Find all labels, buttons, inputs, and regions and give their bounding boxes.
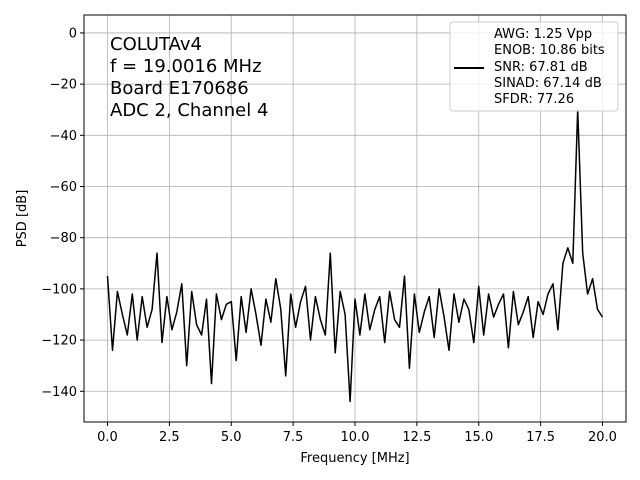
y-tick-label: −60 bbox=[50, 180, 77, 195]
legend-box bbox=[449, 21, 619, 112]
x-tick-label: 20.0 bbox=[588, 430, 617, 445]
psd-series-line bbox=[106, 108, 604, 403]
x-tick-label: 7.5 bbox=[283, 430, 304, 445]
x-ticks: 0.0 2.5 5.0 7.5 10.0 12.5 15.0 17.5 20.0 bbox=[97, 422, 617, 445]
y-axis-label: PSD [dB] bbox=[15, 190, 30, 248]
x-tick-label: 10.0 bbox=[341, 430, 370, 445]
x-tick-label: 15.0 bbox=[464, 430, 493, 445]
x-tick-label: 5.0 bbox=[221, 430, 242, 445]
y-tick-label: −80 bbox=[50, 231, 77, 246]
y-ticks: 0 −20 −40 −60 −80 −100 −120 −140 bbox=[41, 26, 84, 400]
annotation-line-4: ADC 2, Channel 4 bbox=[110, 100, 268, 121]
y-tick-label: −40 bbox=[50, 129, 77, 144]
data-layer bbox=[106, 108, 604, 403]
y-tick-label: −140 bbox=[41, 385, 77, 400]
x-axis-label: Frequency [MHz] bbox=[300, 451, 409, 466]
legend-line-1: AWG: 1.25 Vpp bbox=[494, 27, 592, 42]
legend-line-5: SFDR: 77.26 bbox=[494, 92, 574, 107]
annotation-line-2: f = 19.0016 MHz bbox=[110, 56, 262, 77]
legend-line-3: SNR: 67.81 dB bbox=[494, 60, 588, 75]
legend-line-4: SINAD: 67.14 dB bbox=[494, 76, 602, 91]
x-tick-label: 0.0 bbox=[97, 430, 118, 445]
info-annotation: COLUTAv4 f = 19.0016 MHz Board E170686 A… bbox=[110, 34, 268, 121]
annotation-line-3: Board E170686 bbox=[110, 78, 249, 99]
y-tick-label: −120 bbox=[41, 334, 77, 349]
x-tick-label: 12.5 bbox=[402, 430, 431, 445]
annotation-line-1: COLUTAv4 bbox=[110, 34, 202, 55]
y-tick-label: −20 bbox=[50, 78, 77, 93]
x-tick-label: 2.5 bbox=[159, 430, 180, 445]
legend-line-2: ENOB: 10.86 bits bbox=[494, 43, 605, 58]
y-tick-label: −100 bbox=[41, 282, 77, 297]
y-tick-label: 0 bbox=[69, 26, 77, 41]
legend: AWG: 1.25 Vpp ENOB: 10.86 bits SNR: 67.8… bbox=[449, 21, 619, 112]
x-tick-label: 17.5 bbox=[526, 430, 555, 445]
